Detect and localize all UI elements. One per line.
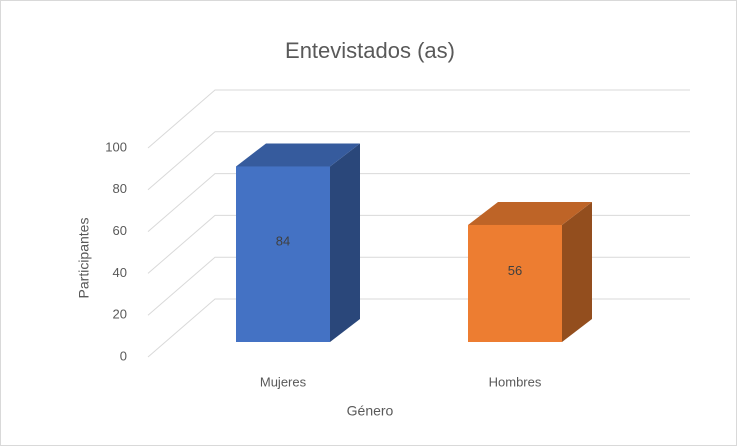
y-axis-label: Participantes	[76, 218, 92, 299]
bar	[468, 224, 562, 342]
y-tick-label: 60	[113, 223, 127, 238]
data-label: 84	[276, 234, 290, 249]
bar-side	[562, 201, 592, 342]
bar-side	[330, 143, 360, 342]
y-tick-label: 100	[105, 139, 127, 154]
y-tick-label: 40	[113, 265, 127, 280]
x-tick-label: Mujeres	[260, 374, 307, 389]
chart-title: Entevistados (as)	[285, 38, 455, 63]
bar-top	[468, 201, 592, 225]
bar-top	[236, 143, 360, 167]
y-tick-label: 20	[113, 307, 127, 322]
grid-line	[147, 173, 690, 232]
grid-line	[147, 131, 690, 191]
y-tick-label: 80	[113, 181, 127, 196]
x-axis-label: Género	[347, 403, 394, 419]
data-label: 56	[508, 263, 522, 278]
y-tick-label: 0	[120, 348, 127, 363]
x-tick-label: Hombres	[489, 374, 542, 389]
grid-line	[147, 89, 690, 149]
bar	[236, 166, 330, 342]
